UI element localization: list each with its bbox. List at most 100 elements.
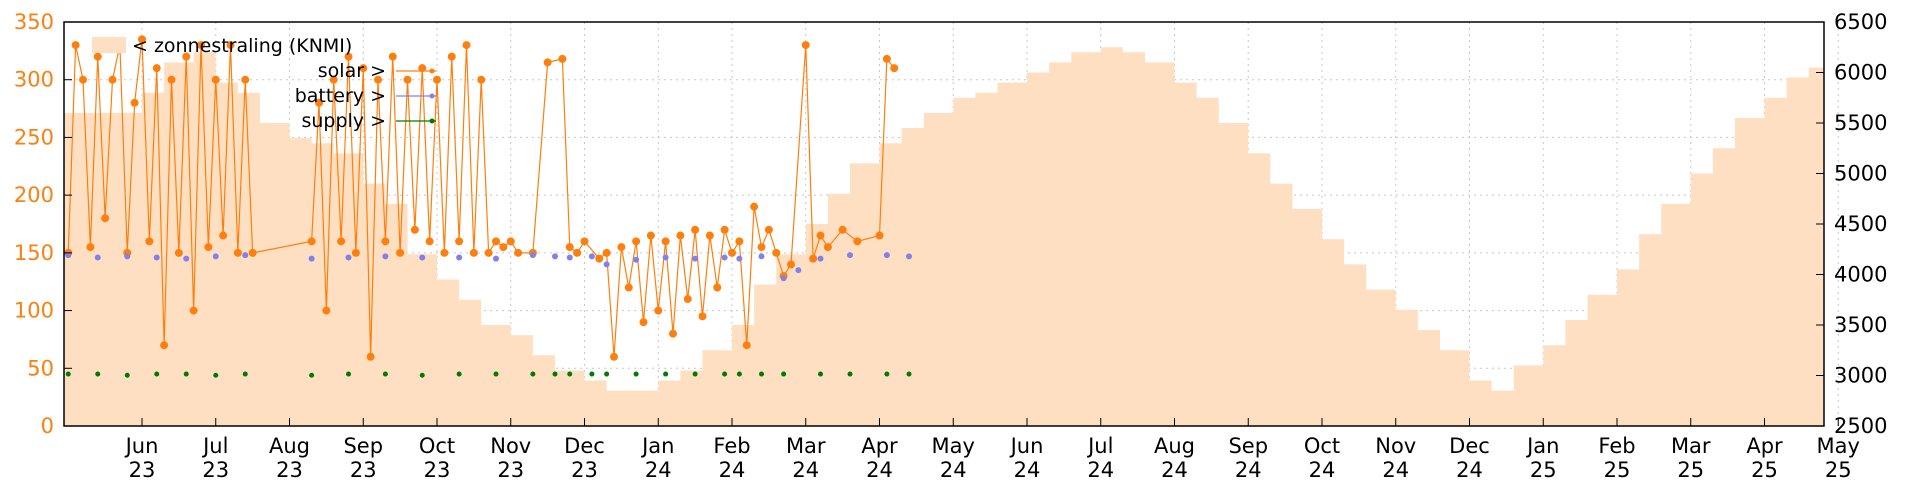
legend-swatch-point — [429, 93, 435, 99]
solar-point — [787, 260, 795, 269]
supply-point — [65, 371, 71, 377]
x-tick-year-label: 23 — [202, 458, 229, 480]
solar-point — [492, 237, 500, 246]
solar-point — [543, 58, 552, 67]
solar-point — [79, 75, 87, 84]
left-tick-label: 200 — [14, 183, 54, 207]
x-tick-month-label: May — [932, 434, 975, 458]
supply-point — [692, 371, 698, 377]
solar-point — [174, 248, 183, 257]
solar-point — [101, 214, 110, 223]
solar-point — [138, 35, 146, 44]
solar-point — [772, 248, 781, 257]
solar-point — [440, 248, 449, 257]
solar-point — [462, 41, 471, 50]
solar-point — [610, 352, 618, 361]
solar-point — [683, 295, 692, 304]
solar-point — [152, 64, 161, 73]
left-tick-label: 350 — [14, 10, 54, 34]
x-tick-month-label: Nov — [1375, 434, 1416, 458]
right-tick-label: 6000 — [1834, 61, 1887, 85]
battery-point — [183, 255, 190, 262]
solar-point — [720, 225, 729, 234]
solar-point — [713, 283, 722, 292]
x-tick-month-label: Apr — [861, 434, 898, 458]
left-tick-label: 0 — [41, 414, 54, 438]
solar-point — [337, 237, 346, 246]
x-tick-year-label: 24 — [645, 458, 672, 480]
solar-point — [823, 243, 832, 252]
right-tick-label: 2500 — [1834, 414, 1887, 438]
x-tick-month-label: Oct — [419, 434, 455, 458]
solar-point — [182, 52, 191, 61]
solar-point — [425, 237, 434, 246]
x-tick-year-label: 25 — [1825, 458, 1852, 480]
solar-point — [374, 75, 382, 84]
solar-point — [433, 75, 441, 84]
x-tick-month-label: Jul — [201, 434, 228, 458]
battery-point — [633, 256, 640, 263]
supply-point — [183, 371, 189, 377]
supply-point — [530, 371, 536, 377]
right-tick-label: 5500 — [1834, 111, 1887, 135]
solar-point — [558, 54, 567, 63]
battery-point — [382, 253, 389, 260]
left-axis-ticks: 0 50 100 150 200 250 300 350 — [14, 10, 72, 438]
x-tick-year-label: 24 — [1161, 458, 1188, 480]
battery-point — [124, 253, 131, 260]
solar-point — [366, 352, 375, 361]
x-tick-year-label: 25 — [1677, 458, 1704, 480]
solar-point — [499, 243, 508, 252]
x-tick-month-label: Nov — [490, 434, 531, 458]
x-tick-year-label: 24 — [1456, 458, 1483, 480]
x-tick-year-label: 24 — [940, 458, 967, 480]
solar-point — [71, 41, 80, 50]
supply-point — [663, 371, 669, 377]
battery-point — [566, 254, 573, 261]
solar-point — [86, 243, 95, 252]
solar-point — [728, 248, 736, 257]
solar-point — [698, 312, 707, 321]
x-tick-year-label: 24 — [866, 458, 893, 480]
x-tick-year-label: 23 — [129, 458, 156, 480]
solar-point — [661, 237, 670, 246]
supply-point — [722, 371, 728, 377]
supply-point — [552, 371, 558, 377]
battery-point — [817, 255, 824, 262]
battery-point — [212, 253, 219, 260]
x-tick-month-label: Jun — [124, 434, 159, 458]
solar-point — [632, 237, 641, 246]
left-tick-label: 300 — [14, 68, 54, 92]
x-tick-year-label: 24 — [719, 458, 746, 480]
left-tick-label: 50 — [27, 356, 54, 380]
solar-point — [351, 248, 360, 257]
supply-point — [884, 371, 890, 377]
x-axis-ticks: Jun23Jul23Aug23Sep23Oct23Nov23Dec23Jan24… — [124, 418, 1860, 480]
supply-point — [736, 371, 742, 377]
x-tick-month-label: Jun — [1009, 434, 1044, 458]
supply-point — [95, 371, 101, 377]
solar-point — [669, 329, 677, 338]
x-tick-month-label: Feb — [713, 434, 750, 458]
solar-point — [573, 248, 582, 257]
battery-point — [552, 253, 558, 260]
solar-point — [418, 64, 427, 73]
solar-point — [580, 237, 589, 246]
supply-point — [382, 371, 388, 377]
supply-point — [346, 371, 351, 377]
solar-point — [624, 283, 633, 292]
solar-point — [764, 225, 773, 234]
solar-point — [875, 231, 884, 240]
solar-point — [145, 237, 154, 246]
solar-point — [639, 318, 648, 327]
solar-point — [160, 341, 169, 350]
solar-point — [381, 237, 390, 246]
solar-point — [506, 237, 515, 246]
solar-point — [816, 231, 825, 240]
battery-point — [419, 254, 426, 261]
battery-point — [65, 252, 72, 259]
x-tick-year-label: 25 — [1530, 458, 1557, 480]
battery-point — [906, 253, 912, 260]
battery-point — [847, 252, 853, 259]
